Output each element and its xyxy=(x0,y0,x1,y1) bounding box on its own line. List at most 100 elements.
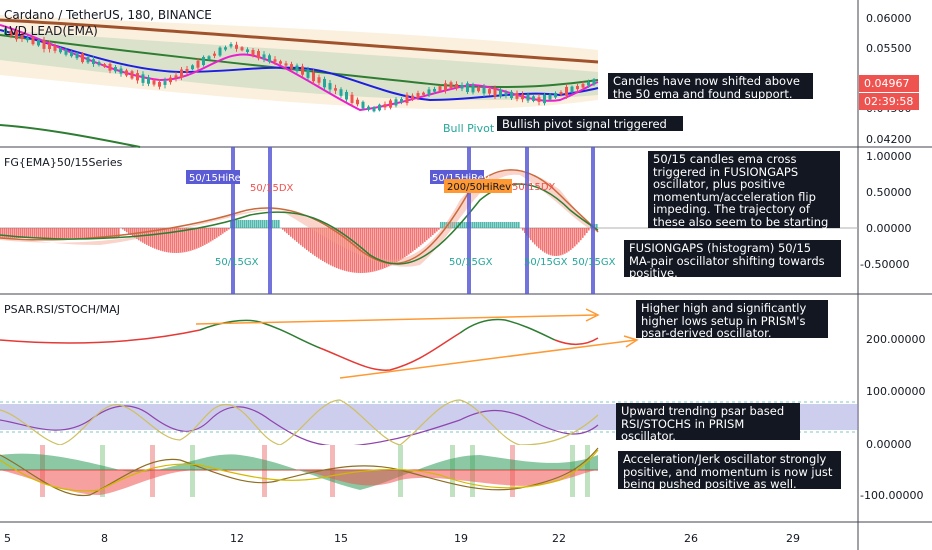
candle xyxy=(383,104,387,108)
hist-bar xyxy=(320,228,322,260)
hist-bar xyxy=(252,220,254,228)
psar-line-green-1 xyxy=(199,319,321,349)
hist-bar xyxy=(16,228,18,238)
candle xyxy=(444,83,447,91)
hist-bar xyxy=(4,228,6,238)
hist-bar xyxy=(78,228,80,238)
hist-bar xyxy=(530,228,532,241)
hist-bar xyxy=(534,228,536,245)
osc-label-gx-2: 50/15GX xyxy=(449,257,493,268)
hist-bar xyxy=(244,220,246,228)
candle xyxy=(328,83,332,90)
candle xyxy=(312,72,315,82)
hist-bar xyxy=(110,228,112,238)
hist-bar xyxy=(288,228,290,236)
candle xyxy=(224,47,227,50)
bull-pivot-label: Bull Pivot xyxy=(443,122,495,135)
hist-bar xyxy=(438,228,440,230)
hist-bar xyxy=(558,228,560,256)
hist-bar xyxy=(542,228,544,252)
hist-bar xyxy=(460,222,462,228)
hist-bar xyxy=(132,228,134,237)
annotation-higher-high: Higher high and significantly higher low… xyxy=(636,300,828,339)
hist-bar xyxy=(338,228,340,269)
candle xyxy=(521,94,524,100)
hist-bar xyxy=(322,228,324,262)
hist-bar xyxy=(176,228,178,253)
hist-bar xyxy=(226,228,228,231)
last-price: 0.04967 xyxy=(864,77,910,90)
hist-bar xyxy=(72,228,74,238)
osc-label-dx-2: 50/15DX xyxy=(512,182,556,193)
hist-bar xyxy=(404,228,406,258)
price-pane: Cardano / TetherUS, 180, BINANCE LVD LEA… xyxy=(0,8,599,148)
candle xyxy=(356,99,359,105)
hist-bar xyxy=(540,228,542,250)
hist-bar xyxy=(106,228,108,238)
candle xyxy=(26,37,29,41)
hist-bar xyxy=(128,228,130,234)
hist-bar xyxy=(342,228,344,271)
hist-bar xyxy=(466,222,468,228)
hist-bar xyxy=(306,228,308,250)
candle xyxy=(488,89,491,94)
hist-bar xyxy=(20,228,22,238)
candle xyxy=(466,83,469,92)
hist-bar xyxy=(500,222,502,228)
hist-bar xyxy=(60,228,62,238)
hist-bar xyxy=(462,222,464,228)
hist-bar xyxy=(546,228,548,254)
hist-bar xyxy=(242,220,244,228)
candle xyxy=(191,65,194,70)
hist-bar xyxy=(12,228,14,238)
hist-bar xyxy=(376,228,378,271)
hist-bar xyxy=(122,228,124,230)
candle xyxy=(471,84,475,93)
osc-label-dx-1: 50/15DX xyxy=(250,183,294,194)
hist-bar xyxy=(46,228,48,238)
osc-fill xyxy=(0,170,598,267)
rsi-line xyxy=(0,405,599,447)
candle xyxy=(136,73,139,81)
annotation-bullish-pivot: Bullish pivot signal triggered xyxy=(497,116,683,131)
hist-bar xyxy=(454,222,456,228)
candles xyxy=(4,27,596,113)
candle xyxy=(235,44,238,49)
hist-bar xyxy=(218,228,220,237)
hist-bar xyxy=(30,228,32,238)
hist-bar xyxy=(464,222,466,228)
last-price-badge xyxy=(859,75,919,92)
candle xyxy=(422,92,425,95)
hist-bar xyxy=(256,220,258,228)
candle xyxy=(323,78,326,88)
candle xyxy=(202,56,205,66)
hist-bar xyxy=(212,228,214,241)
hist-bar xyxy=(406,228,408,256)
hist-bar xyxy=(258,220,260,228)
hist-bar xyxy=(200,228,202,247)
hist-bar xyxy=(112,228,114,238)
hirev-badge-3 xyxy=(444,179,512,193)
hist-bar xyxy=(70,228,72,238)
hist-bar xyxy=(192,228,194,251)
hist-bar xyxy=(230,220,232,228)
hist-bar xyxy=(34,228,36,238)
hist-bar xyxy=(228,228,230,230)
hist-bar xyxy=(478,222,480,228)
hist-bar xyxy=(64,228,66,238)
hist-bar xyxy=(22,228,24,238)
candle xyxy=(455,84,458,88)
hist-bar xyxy=(180,228,182,253)
hist-bar xyxy=(352,228,354,273)
hist-bar xyxy=(492,222,494,228)
hist-bar xyxy=(442,222,444,228)
hist-bar xyxy=(62,228,64,238)
osc-tick: 0.50000 xyxy=(866,186,912,199)
hist-bar xyxy=(186,228,188,252)
accel-bar xyxy=(190,445,195,497)
symbol-title: Cardano / TetherUS, 180, BINANCE xyxy=(4,8,212,22)
candle xyxy=(268,55,271,62)
hist-bar xyxy=(588,228,590,231)
hist-bar xyxy=(170,228,172,253)
hist-bar xyxy=(396,228,398,263)
